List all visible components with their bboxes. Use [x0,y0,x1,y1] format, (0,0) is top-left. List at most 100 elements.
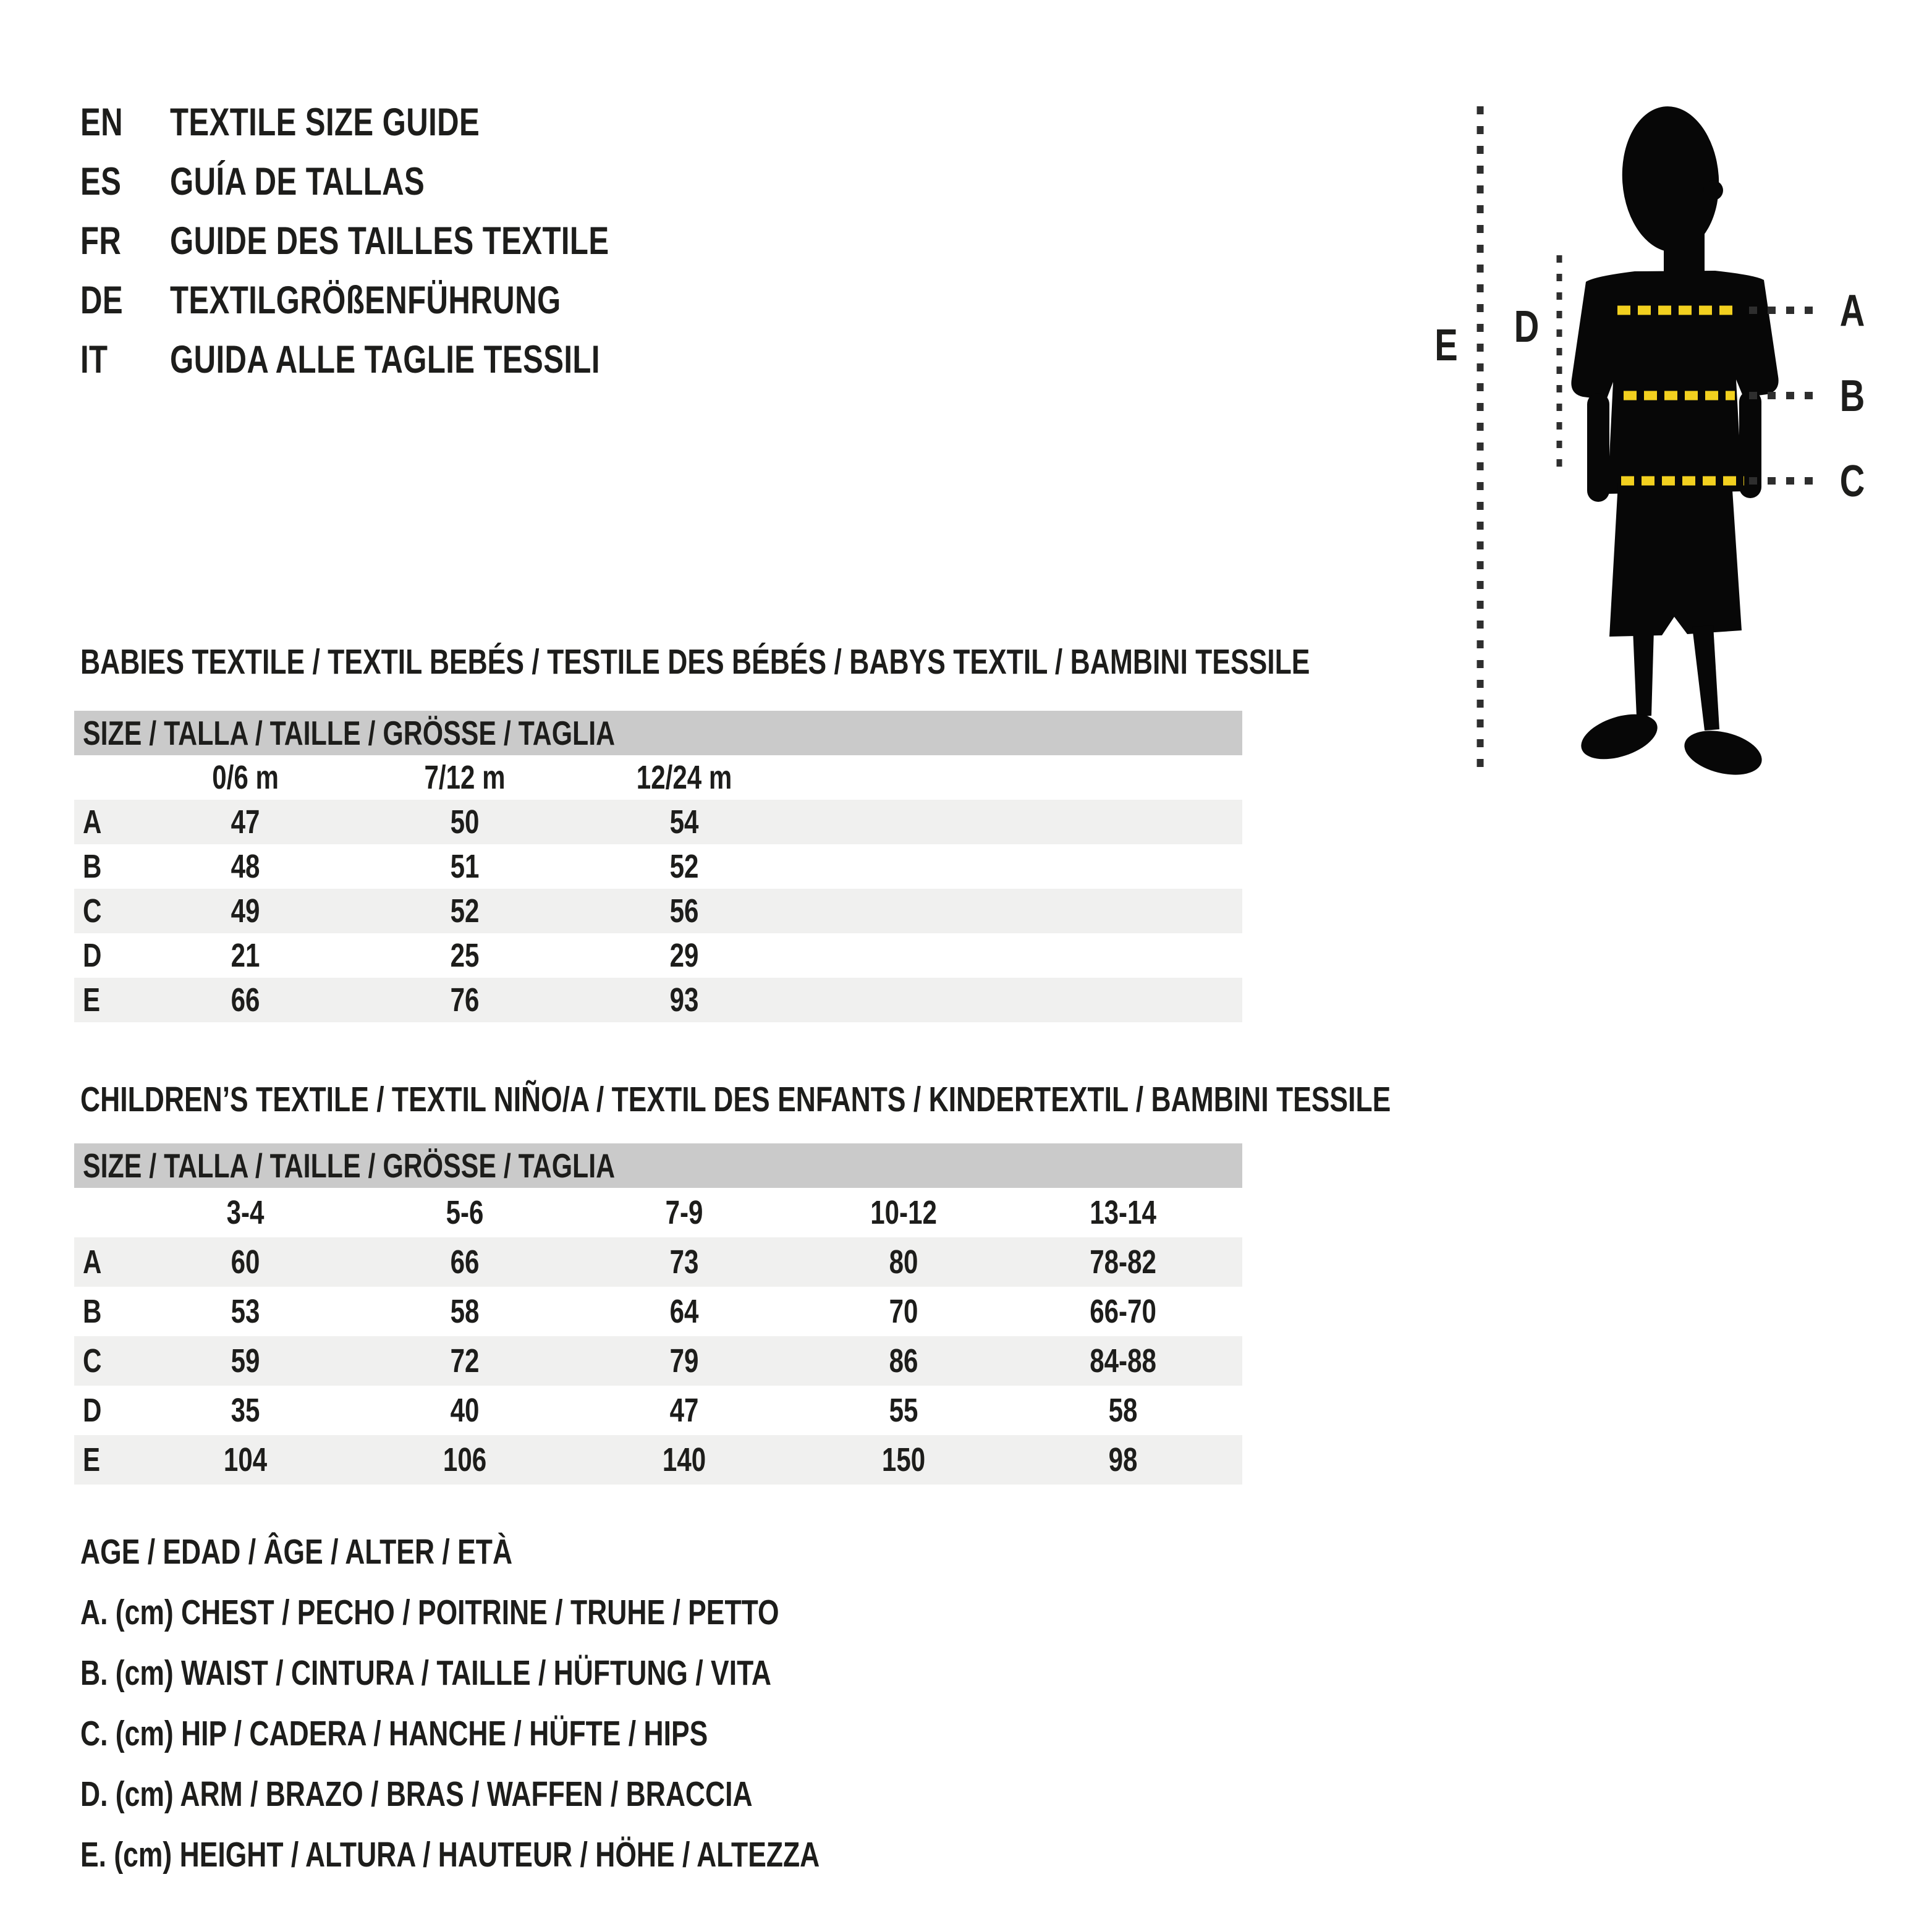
shorts [1609,481,1742,637]
row-label: D [83,1392,102,1429]
marker-label-c: C [1839,457,1865,506]
column-header: 3-4 [227,1194,265,1231]
column-header: 5-6 [446,1194,484,1231]
column-header: 13-14 [1090,1194,1157,1231]
page-title: GUÍA DE TALLAS [170,160,425,203]
row-label: B [83,1293,102,1330]
cell-value: 66-70 [1090,1293,1157,1330]
marker-label-d: D [1514,302,1540,352]
column-header: 7-9 [666,1194,703,1231]
row-label: E [83,981,101,1019]
cell-value: 49 [231,892,260,930]
language-row: FR GUIDE DES TAILLES TEXTILE [80,211,733,271]
child-silhouette [1571,106,1779,775]
column-header: 10-12 [870,1194,938,1231]
legend-age: AGE / EDAD / ÂGE / ALTER / ETÀ [80,1532,513,1572]
cell-value: 64 [670,1293,699,1330]
column-header-row: 0/6 m 7/12 m 12/24 m [74,755,1242,800]
cell-value: 40 [451,1392,480,1429]
cell-value: 54 [670,803,699,841]
cell-value: 104 [224,1441,268,1478]
cell-value: 79 [670,1342,699,1379]
cell-value: 76 [451,981,480,1019]
children-section-title: CHILDREN’S TEXTILE / TEXTIL NIÑO/A / TEX… [80,1080,1391,1119]
left-shoe [1581,714,1658,760]
table-row: E 104 106 140 150 98 [74,1435,1242,1485]
cell-value: 47 [231,803,260,841]
legend-waist: B. (cm) WAIST / CINTURA / TAILLE / HÜFTU… [80,1653,772,1693]
language-row: ES GUÍA DE TALLAS [80,152,733,211]
cell-value: 80 [889,1244,918,1281]
row-label: E [83,1441,101,1478]
cell-value: 58 [451,1293,480,1330]
language-code: FR [80,219,122,263]
table-row: A 47 50 54 [74,800,1242,844]
children-size-table: 3-4 5-6 7-9 10-12 13-14 A 60 66 73 80 78… [74,1188,1242,1485]
cell-value: 60 [231,1244,260,1281]
language-code: IT [80,338,108,381]
cell-value: 70 [889,1293,918,1330]
cell-value: 56 [670,892,699,930]
language-code: DE [80,279,124,322]
table-row: B 48 51 52 [74,844,1242,889]
table-row: E 66 76 93 [74,978,1242,1022]
babies-size-header-band: SIZE / TALLA / TAILLE / GRÖSSE / TAGLIA [74,711,1242,755]
cell-value: 48 [231,848,260,885]
child-silhouette-diagram [1477,106,1820,775]
cell-value: 52 [451,892,480,930]
table-row: D 35 40 47 55 58 [74,1386,1242,1435]
cell-value: 93 [670,981,699,1019]
cell-value: 21 [231,937,260,974]
page-title: GUIDA ALLE TAGLIE TESSILI [170,338,600,381]
column-header-row: 3-4 5-6 7-9 10-12 13-14 [74,1188,1242,1237]
left-leg [1633,629,1654,717]
tee-shirt [1571,271,1779,494]
babies-section-title: BABIES TEXTILE / TEXTIL BEBÉS / TESTILE … [80,642,1310,682]
column-header: 7/12 m [424,759,506,796]
cell-value: 84-88 [1090,1342,1157,1379]
cell-value: 78-82 [1090,1244,1157,1281]
cell-value: 86 [889,1342,918,1379]
children-size-header-band: SIZE / TALLA / TAILLE / GRÖSSE / TAGLIA [74,1143,1242,1188]
row-label: A [83,1244,102,1281]
babies-size-table: 0/6 m 7/12 m 12/24 m A 47 50 54 B 48 51 … [74,755,1242,1022]
page-title: GUIDE DES TAILLES TEXTILE [170,219,609,263]
row-label: A [83,803,102,841]
cell-value: 55 [889,1392,918,1429]
cell-value: 106 [443,1441,487,1478]
page-title: TEXTILGRÖßENFÜHRUNG [170,279,561,322]
cell-value: 72 [451,1342,480,1379]
legend-hip: C. (cm) HIP / CADERA / HANCHE / HÜFTE / … [80,1714,708,1753]
measurement-legend: AGE / EDAD / ÂGE / ALTER / ETÀ A. (cm) C… [80,1522,1028,1885]
column-header: 0/6 m [212,759,279,796]
language-title-list: EN TEXTILE SIZE GUIDE ES GUÍA DE TALLAS … [80,93,733,389]
marker-label-b: B [1839,371,1865,421]
cell-value: 35 [231,1392,260,1429]
cell-value: 29 [670,937,699,974]
table-row: B 53 58 64 70 66-70 [74,1287,1242,1336]
language-code: EN [80,101,124,144]
cell-value: 150 [882,1441,926,1478]
right-arm [1739,391,1761,498]
cell-value: 73 [670,1244,699,1281]
cell-value: 58 [1109,1392,1138,1429]
cell-value: 53 [231,1293,260,1330]
legend-height: E. (cm) HEIGHT / ALTURA / HAUTEUR / HÖHE… [80,1835,820,1875]
cell-value: 59 [231,1342,260,1379]
cell-value: 47 [670,1392,699,1429]
language-row: EN TEXTILE SIZE GUIDE [80,93,733,152]
legend-chest: A. (cm) CHEST / PECHO / POITRINE / TRUHE… [80,1593,779,1632]
cell-value: 140 [663,1441,706,1478]
table-row: D 21 25 29 [74,933,1242,978]
table-row: A 60 66 73 80 78-82 [74,1237,1242,1287]
language-row: DE TEXTILGRÖßENFÜHRUNG [80,271,733,330]
row-label: C [83,1342,102,1379]
row-label: B [83,848,102,885]
marker-label-a: A [1839,286,1865,336]
column-header: 12/24 m [637,759,732,796]
legend-arm: D. (cm) ARM / BRAZO / BRAS / WAFFEN / BR… [80,1774,753,1814]
left-arm [1587,393,1609,502]
ear-bump [1703,180,1723,200]
language-code: ES [80,160,122,203]
